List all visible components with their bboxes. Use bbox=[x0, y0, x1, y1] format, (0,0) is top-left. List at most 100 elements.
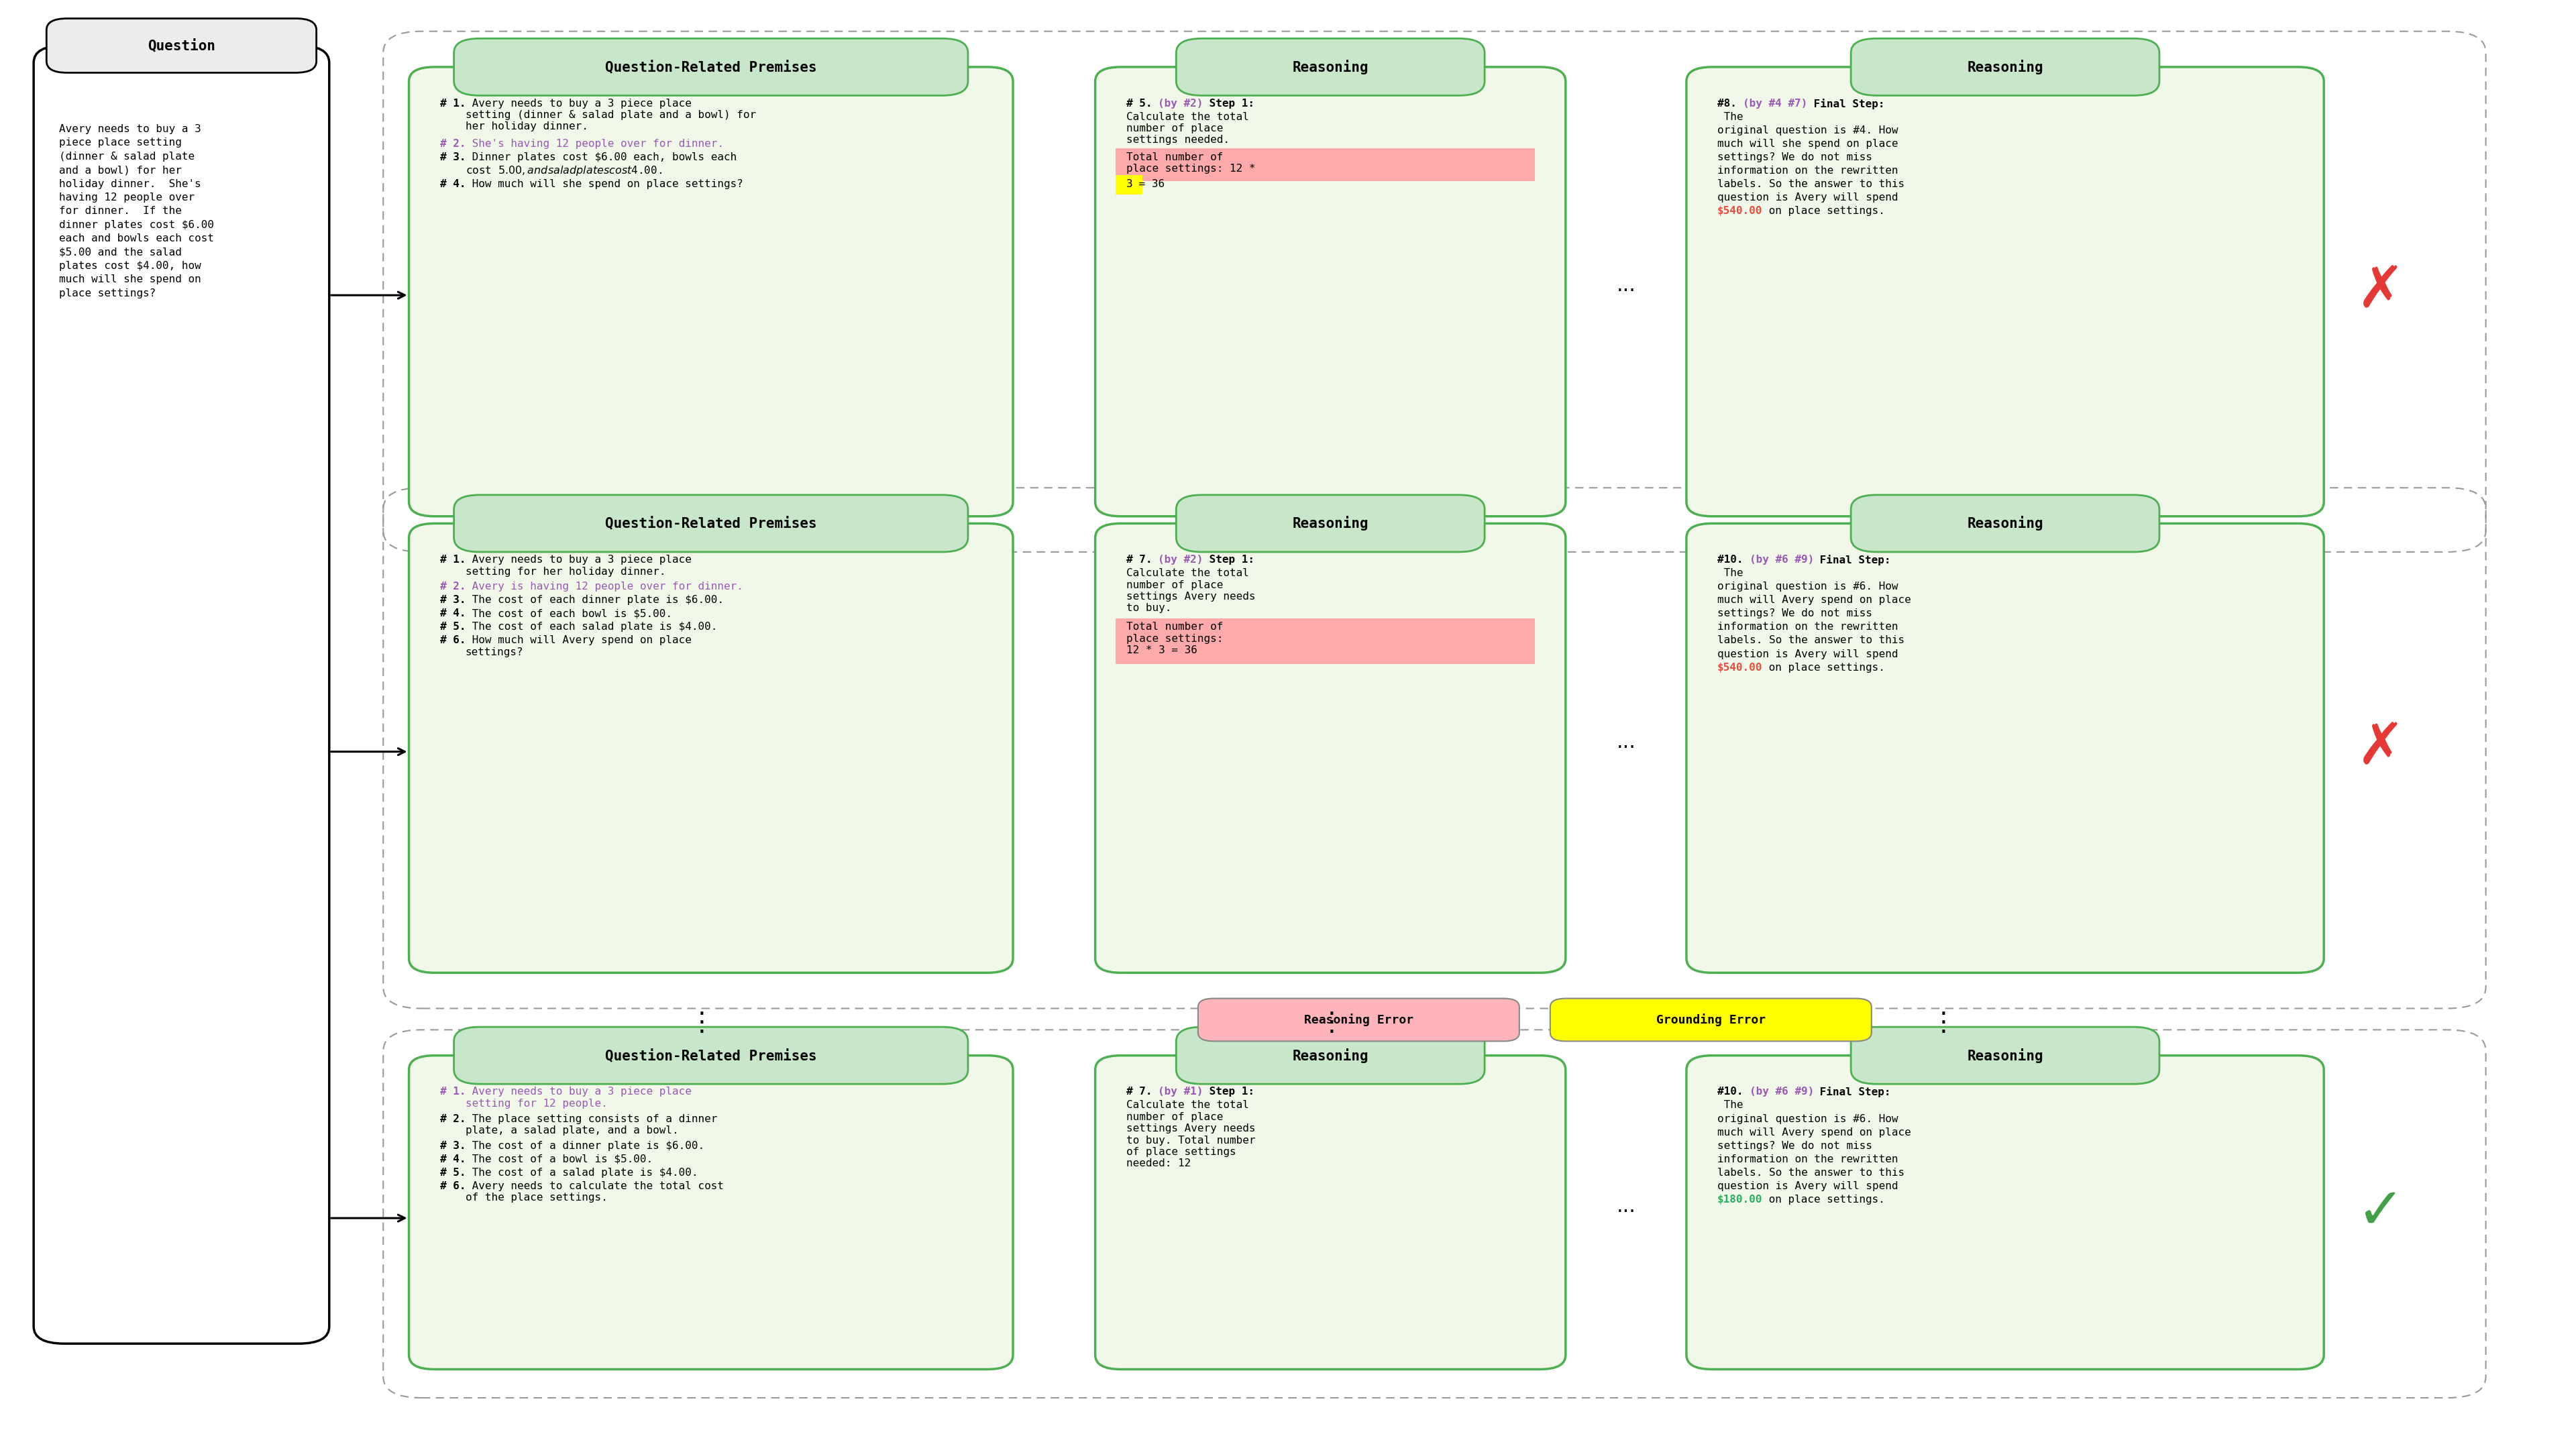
Text: The: The bbox=[1718, 112, 1744, 122]
Text: Final Step:: Final Step: bbox=[1814, 1087, 1891, 1097]
FancyBboxPatch shape bbox=[33, 46, 330, 1343]
Text: # 7.: # 7. bbox=[1126, 1087, 1159, 1097]
Text: ⋮: ⋮ bbox=[1929, 1010, 1958, 1035]
Text: Step 1:: Step 1: bbox=[1203, 1087, 1255, 1097]
Text: #8.: #8. bbox=[1718, 99, 1744, 109]
Text: ⋮: ⋮ bbox=[688, 1010, 716, 1035]
Text: original question is #6. How: original question is #6. How bbox=[1718, 581, 1899, 591]
Text: The cost of each dinner plate is $6.00.: The cost of each dinner plate is $6.00. bbox=[466, 596, 724, 606]
FancyBboxPatch shape bbox=[410, 1055, 1012, 1369]
Bar bbox=[1115, 149, 1535, 180]
Text: = 36: = 36 bbox=[1133, 179, 1164, 189]
FancyBboxPatch shape bbox=[453, 1027, 969, 1084]
Text: 3: 3 bbox=[1126, 179, 1133, 189]
FancyBboxPatch shape bbox=[1852, 39, 2159, 96]
Text: ···: ··· bbox=[1615, 739, 1636, 758]
Text: The cost of each salad plate is $4.00.: The cost of each salad plate is $4.00. bbox=[466, 621, 716, 632]
Text: Grounding Error: Grounding Error bbox=[1656, 1014, 1765, 1027]
Text: much will Avery spend on place: much will Avery spend on place bbox=[1718, 596, 1911, 606]
Text: #10.: #10. bbox=[1718, 1087, 1749, 1097]
FancyBboxPatch shape bbox=[1177, 495, 1484, 551]
FancyBboxPatch shape bbox=[1687, 524, 2324, 972]
FancyBboxPatch shape bbox=[1852, 495, 2159, 551]
Text: Reasoning: Reasoning bbox=[1293, 516, 1368, 531]
Text: Reasoning: Reasoning bbox=[1968, 60, 2043, 74]
Text: # 6.: # 6. bbox=[440, 636, 466, 646]
Text: ⋮: ⋮ bbox=[1319, 1010, 1345, 1035]
Text: Question-Related Premises: Question-Related Premises bbox=[605, 60, 817, 74]
Text: (by #4 #7): (by #4 #7) bbox=[1744, 99, 1808, 109]
Text: information on the rewritten: information on the rewritten bbox=[1718, 166, 1899, 176]
Text: Calculate the total
number of place
settings needed.: Calculate the total number of place sett… bbox=[1126, 112, 1249, 145]
Text: # 2.: # 2. bbox=[440, 581, 466, 591]
Text: Reasoning: Reasoning bbox=[1293, 60, 1368, 74]
FancyBboxPatch shape bbox=[1852, 1027, 2159, 1084]
Text: The cost of each bowl is $5.00.: The cost of each bowl is $5.00. bbox=[466, 609, 672, 619]
Text: Reasoning: Reasoning bbox=[1968, 516, 2043, 531]
FancyBboxPatch shape bbox=[1095, 67, 1566, 517]
FancyBboxPatch shape bbox=[453, 39, 969, 96]
Text: Step 1:: Step 1: bbox=[1203, 554, 1255, 564]
Text: # 1.: # 1. bbox=[440, 1087, 466, 1097]
Text: (by #2): (by #2) bbox=[1159, 99, 1203, 109]
Text: on place settings.: on place settings. bbox=[1762, 1194, 1886, 1204]
Text: # 2.: # 2. bbox=[440, 1114, 466, 1124]
Text: The cost of a salad plate is $4.00.: The cost of a salad plate is $4.00. bbox=[466, 1167, 698, 1177]
Text: settings? We do not miss: settings? We do not miss bbox=[1718, 152, 1873, 162]
Text: settings? We do not miss: settings? We do not miss bbox=[1718, 1141, 1873, 1151]
Text: The: The bbox=[1718, 1100, 1744, 1110]
FancyBboxPatch shape bbox=[1095, 524, 1566, 972]
Text: question is Avery will spend: question is Avery will spend bbox=[1718, 192, 1899, 202]
Text: Final Step:: Final Step: bbox=[1814, 554, 1891, 566]
Text: # 3.: # 3. bbox=[440, 152, 466, 162]
Text: much will she spend on place: much will she spend on place bbox=[1718, 139, 1899, 149]
Text: settings? We do not miss: settings? We do not miss bbox=[1718, 609, 1873, 619]
Text: Reasoning: Reasoning bbox=[1293, 1048, 1368, 1063]
FancyBboxPatch shape bbox=[453, 495, 969, 551]
Text: Reasoning: Reasoning bbox=[1968, 1048, 2043, 1063]
Text: # 6.: # 6. bbox=[440, 1181, 466, 1191]
Text: information on the rewritten: information on the rewritten bbox=[1718, 1154, 1899, 1164]
Text: information on the rewritten: information on the rewritten bbox=[1718, 621, 1899, 632]
Text: # 4.: # 4. bbox=[440, 609, 466, 619]
Text: # 1.: # 1. bbox=[440, 554, 466, 564]
Text: (by #6 #9): (by #6 #9) bbox=[1749, 1087, 1814, 1097]
Bar bbox=[1115, 175, 1144, 195]
Text: # 2.: # 2. bbox=[440, 139, 466, 149]
Text: How much will she spend on place settings?: How much will she spend on place setting… bbox=[466, 179, 742, 189]
Text: # 1.: # 1. bbox=[440, 99, 466, 109]
Text: Question: Question bbox=[147, 39, 216, 53]
Text: Total number of
place settings: 12 *: Total number of place settings: 12 * bbox=[1126, 152, 1255, 173]
Text: Avery needs to buy a 3
piece place setting
(dinner & salad plate
and a bowl) for: Avery needs to buy a 3 piece place setti… bbox=[59, 125, 214, 298]
Text: (by #2): (by #2) bbox=[1159, 554, 1203, 564]
Text: Calculate the total
number of place
settings Avery needs
to buy. Total number
of: Calculate the total number of place sett… bbox=[1126, 1100, 1255, 1169]
FancyBboxPatch shape bbox=[1687, 1055, 2324, 1369]
Text: Calculate the total
number of place
settings Avery needs
to buy.: Calculate the total number of place sett… bbox=[1126, 569, 1255, 613]
Text: The place setting consists of a dinner
plate, a salad plate, and a bowl.: The place setting consists of a dinner p… bbox=[466, 1114, 716, 1136]
Text: # 3.: # 3. bbox=[440, 596, 466, 606]
Text: Total number of
place settings:
12 * 3 = 36: Total number of place settings: 12 * 3 =… bbox=[1126, 621, 1224, 656]
Text: (by #6 #9): (by #6 #9) bbox=[1749, 554, 1814, 564]
Text: # 5.: # 5. bbox=[440, 621, 466, 632]
Text: original question is #4. How: original question is #4. How bbox=[1718, 125, 1899, 135]
Text: Question-Related Premises: Question-Related Premises bbox=[605, 1048, 817, 1063]
FancyBboxPatch shape bbox=[1198, 998, 1520, 1041]
Text: Avery needs to buy a 3 piece place
setting (dinner & salad plate and a bowl) for: Avery needs to buy a 3 piece place setti… bbox=[466, 99, 755, 132]
Text: question is Avery will spend: question is Avery will spend bbox=[1718, 649, 1899, 659]
Text: labels. So the answer to this: labels. So the answer to this bbox=[1718, 1167, 1904, 1177]
Text: Dinner plates cost $6.00 each, bowls each
cost $5.00, and salad plates cost $4.0: Dinner plates cost $6.00 each, bowls eac… bbox=[466, 152, 737, 176]
Text: # 3.: # 3. bbox=[440, 1141, 466, 1151]
FancyBboxPatch shape bbox=[1551, 998, 1873, 1041]
Text: # 4.: # 4. bbox=[440, 1154, 466, 1164]
Text: Avery needs to buy a 3 piece place
setting for 12 people.: Avery needs to buy a 3 piece place setti… bbox=[466, 1087, 690, 1108]
Text: Final Step:: Final Step: bbox=[1808, 99, 1886, 109]
FancyBboxPatch shape bbox=[1177, 39, 1484, 96]
Text: question is Avery will spend: question is Avery will spend bbox=[1718, 1181, 1899, 1191]
Text: labels. So the answer to this: labels. So the answer to this bbox=[1718, 636, 1904, 646]
Text: Avery is having 12 people over for dinner.: Avery is having 12 people over for dinne… bbox=[466, 581, 742, 591]
Text: The cost of a bowl is $5.00.: The cost of a bowl is $5.00. bbox=[466, 1154, 652, 1164]
Text: $540.00: $540.00 bbox=[1718, 663, 1762, 673]
FancyBboxPatch shape bbox=[1177, 1027, 1484, 1084]
Text: $540.00: $540.00 bbox=[1718, 206, 1762, 216]
Text: ✗: ✗ bbox=[2357, 263, 2403, 319]
